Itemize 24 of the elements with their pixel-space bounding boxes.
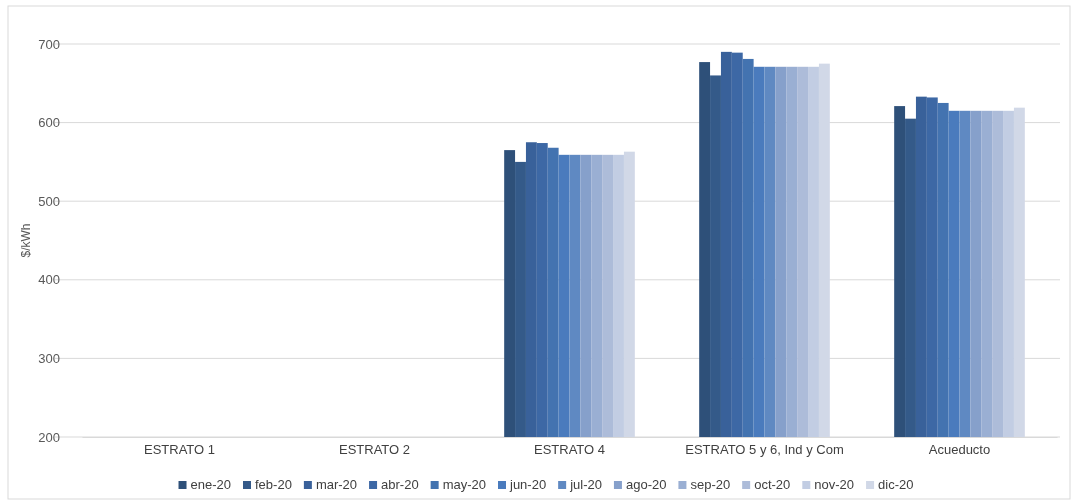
legend-label: sep-20: [690, 477, 731, 492]
legend-label: nov-20: [814, 477, 855, 492]
legend-label: ago-20: [625, 477, 667, 492]
y-tick-label: 400: [38, 272, 60, 288]
x-tick-label: ESTRATO 5 y 6, Ind y Com: [685, 442, 844, 458]
x-tick-label: ESTRATO 2: [338, 442, 411, 458]
y-tick-label: 200: [38, 429, 60, 445]
legend-label: jul-20: [569, 477, 602, 492]
legend-label: dic-20: [878, 477, 914, 492]
legend-label: oct-20: [754, 477, 791, 492]
y-axis-title: $/kWh: [19, 223, 33, 258]
legend-label: may-20: [442, 477, 486, 492]
legend-label: ene-20: [190, 477, 231, 492]
x-tick-label: Acueducto: [928, 442, 991, 458]
legend-label: abr-20: [381, 477, 419, 492]
y-tick-label: 300: [38, 351, 60, 367]
legend-label: jun-20: [509, 477, 547, 492]
y-tick-label: 500: [38, 193, 60, 209]
x-tick-label: ESTRATO 4: [533, 442, 606, 458]
x-tick-label: ESTRATO 1: [143, 442, 216, 458]
legend-label: mar-20: [315, 477, 358, 492]
y-tick-label: 600: [38, 115, 60, 131]
y-tick-label: 700: [38, 36, 60, 52]
legend-label: feb-20: [255, 477, 292, 492]
